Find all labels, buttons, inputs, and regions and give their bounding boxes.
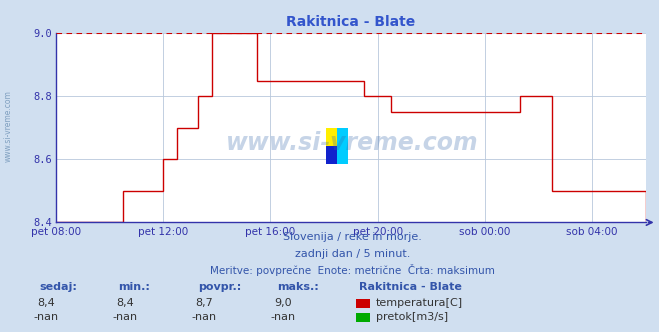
Text: 8,4: 8,4: [117, 298, 134, 308]
Text: povpr.:: povpr.:: [198, 282, 241, 292]
Text: maks.:: maks.:: [277, 282, 318, 292]
Text: -nan: -nan: [113, 312, 138, 322]
Text: Slovenija / reke in morje.: Slovenija / reke in morje.: [283, 232, 422, 242]
Text: sedaj:: sedaj:: [40, 282, 77, 292]
Text: zadnji dan / 5 minut.: zadnji dan / 5 minut.: [295, 249, 411, 259]
Text: min.:: min.:: [119, 282, 150, 292]
Text: temperatura[C]: temperatura[C]: [376, 298, 463, 308]
Bar: [337, 146, 348, 164]
Text: 8,7: 8,7: [196, 298, 213, 308]
Text: 9,0: 9,0: [275, 298, 292, 308]
Text: pretok[m3/s]: pretok[m3/s]: [376, 312, 447, 322]
Text: -nan: -nan: [34, 312, 59, 322]
Title: Rakitnica - Blate: Rakitnica - Blate: [286, 15, 416, 29]
Bar: [337, 128, 348, 146]
Text: Rakitnica - Blate: Rakitnica - Blate: [359, 282, 462, 292]
Bar: [326, 128, 337, 146]
Text: -nan: -nan: [271, 312, 296, 322]
Text: -nan: -nan: [192, 312, 217, 322]
Text: www.si-vreme.com: www.si-vreme.com: [226, 131, 479, 155]
Text: www.si-vreme.com: www.si-vreme.com: [4, 90, 13, 162]
Text: Meritve: povprečne  Enote: metrične  Črta: maksimum: Meritve: povprečne Enote: metrične Črta:…: [210, 264, 495, 276]
Text: 8,4: 8,4: [38, 298, 55, 308]
Bar: [326, 146, 337, 164]
